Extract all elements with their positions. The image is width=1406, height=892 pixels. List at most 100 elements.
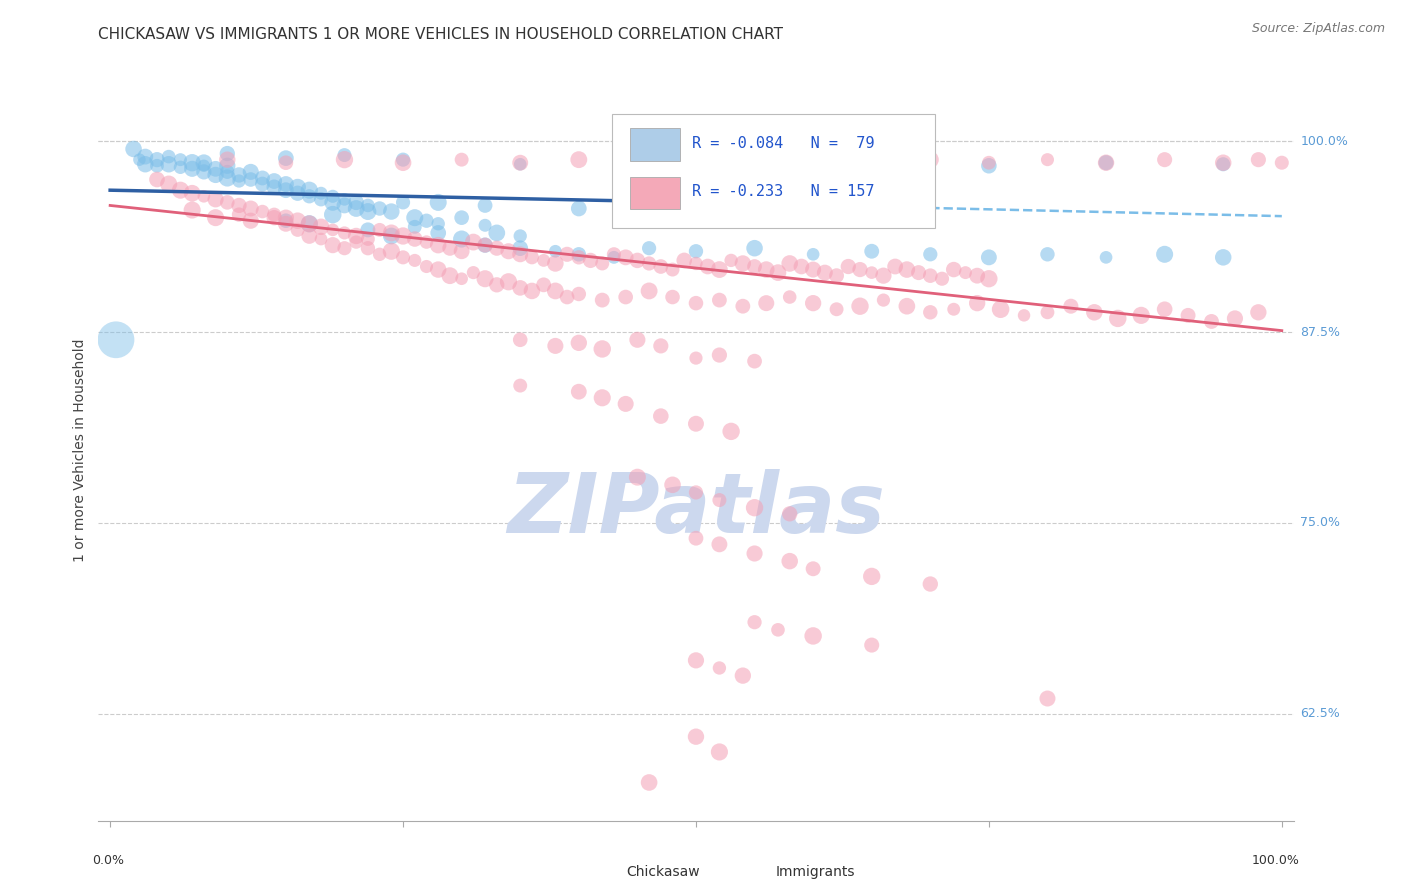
Point	[287, 180, 309, 194]
Point	[801, 153, 824, 167]
Point	[509, 229, 531, 244]
Point	[709, 293, 731, 307]
Point	[450, 232, 472, 246]
Point	[626, 159, 648, 173]
Point	[298, 217, 321, 231]
Point	[1036, 247, 1059, 261]
Point	[801, 629, 824, 643]
Point	[274, 151, 297, 165]
Point	[415, 213, 437, 227]
Point	[485, 241, 508, 255]
Point	[1247, 153, 1270, 167]
Point	[228, 168, 250, 182]
Point	[896, 299, 918, 313]
Point	[509, 333, 531, 347]
Point	[228, 198, 250, 212]
Point	[309, 219, 332, 234]
Point	[239, 213, 262, 227]
Point	[509, 155, 531, 169]
Point	[744, 260, 766, 274]
Point	[263, 180, 285, 194]
Point	[474, 238, 496, 252]
Point	[638, 284, 661, 298]
Point	[157, 157, 180, 171]
Point	[105, 333, 128, 347]
Point	[931, 271, 953, 285]
Point	[744, 155, 766, 169]
Text: 0.0%: 0.0%	[93, 854, 125, 867]
Point	[333, 148, 356, 162]
Point	[357, 204, 380, 219]
Point	[368, 202, 391, 216]
Point	[614, 290, 637, 304]
Point	[1271, 155, 1294, 169]
Point	[322, 238, 344, 252]
Point	[309, 192, 332, 206]
Point	[368, 247, 391, 261]
Point	[474, 238, 496, 252]
Point	[392, 195, 415, 210]
Point	[439, 268, 461, 283]
Point	[872, 268, 894, 283]
Point	[146, 153, 169, 167]
Y-axis label: 1 or more Vehicles in Household: 1 or more Vehicles in Household	[73, 339, 87, 562]
Point	[685, 653, 707, 667]
Point	[204, 168, 226, 182]
Point	[217, 153, 239, 167]
Point	[920, 247, 942, 261]
Point	[228, 174, 250, 188]
Point	[252, 204, 274, 219]
Point	[849, 299, 872, 313]
Point	[181, 186, 204, 201]
Point	[274, 213, 297, 227]
Point	[568, 202, 591, 216]
Point	[860, 266, 883, 280]
Point	[509, 281, 531, 295]
Point	[146, 159, 169, 173]
Point	[779, 554, 801, 568]
Point	[1083, 305, 1105, 319]
Point	[463, 266, 485, 280]
Point	[1095, 251, 1118, 265]
Point	[1212, 155, 1234, 169]
Point	[603, 247, 626, 261]
Point	[955, 266, 977, 280]
Point	[555, 290, 578, 304]
Point	[169, 161, 191, 175]
Point	[474, 271, 496, 285]
FancyBboxPatch shape	[613, 113, 935, 228]
Point	[193, 165, 215, 179]
Point	[626, 333, 648, 347]
Point	[427, 226, 450, 240]
Text: R = -0.084   N =  79: R = -0.084 N = 79	[692, 136, 875, 151]
Point	[333, 192, 356, 206]
Point	[1036, 153, 1059, 167]
Point	[779, 256, 801, 270]
Point	[204, 161, 226, 176]
Point	[685, 485, 707, 500]
Point	[544, 339, 567, 353]
Point	[193, 155, 215, 169]
Text: 62.5%: 62.5%	[1301, 707, 1340, 720]
Point	[744, 354, 766, 368]
Point	[415, 260, 437, 274]
Point	[392, 155, 415, 169]
Point	[1153, 247, 1175, 261]
Point	[860, 638, 883, 652]
Point	[849, 262, 872, 277]
Point	[661, 478, 683, 492]
Point	[380, 229, 402, 244]
Point	[685, 256, 707, 270]
Point	[333, 241, 356, 255]
Point	[274, 217, 297, 231]
Point	[860, 155, 883, 169]
Point	[977, 251, 1000, 265]
Point	[673, 253, 696, 268]
Point	[568, 153, 591, 167]
Point	[357, 241, 380, 255]
Point	[344, 195, 367, 210]
Point	[357, 223, 380, 237]
Point	[591, 293, 613, 307]
Point	[263, 208, 285, 222]
Point	[204, 192, 226, 206]
